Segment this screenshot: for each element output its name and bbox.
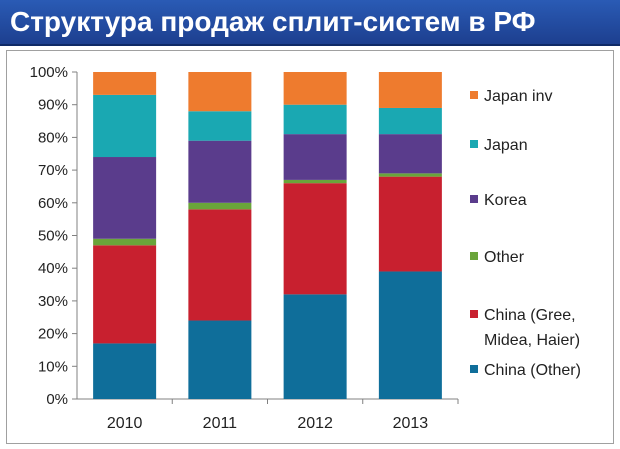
bar-segment-2012-china-gree-midea-haier [283,183,347,295]
y-tick-label: 100% [30,64,68,81]
x-category-label: 2012 [297,415,333,432]
bar-segment-2010-china-gree-midea-haier [93,245,157,344]
legend-swatch-korea [470,195,478,203]
bar-segment-2010-japan [93,94,157,158]
y-tick-label: 40% [38,260,68,277]
bar-segment-2013-japan-inv [378,72,442,108]
bar-segment-2011-korea [188,140,252,203]
y-tick-label: 70% [38,162,68,179]
bar-segment-2011-other [188,202,252,210]
bar-segment-2012-other [283,179,347,184]
bar-segment-2012-china-other [283,294,347,399]
bar-segment-2010-other [93,238,157,246]
y-tick-label: 20% [38,326,68,343]
bar-segment-2010-korea [93,157,157,239]
title-bar: Структура продаж сплит-систем в РФ [0,0,620,46]
bar-segment-2012-korea [283,134,347,180]
bar-segment-2010-japan-inv [93,72,157,95]
legend-label-japan-inv: Japan inv [484,88,553,105]
legend-label-korea: Korea [484,192,527,209]
y-tick-label: 90% [38,97,68,114]
legend-label-japan: Japan [484,137,528,154]
y-tick-label: 80% [38,129,68,146]
legend-label-china-other: China (Other) [484,362,581,379]
y-tick-label: 30% [38,293,68,310]
legend-swatch-china-gree-midea-haier [470,310,478,318]
legend-swatch-other [470,252,478,260]
bar-segment-2011-japan [188,111,252,141]
x-category-label: 2010 [107,415,143,432]
bar-segment-2013-china-other [378,271,442,399]
bar-segment-2012-japan-inv [283,72,347,105]
y-tick-label: 50% [38,228,68,245]
bar-segment-2011-japan-inv [188,72,252,112]
legend-swatch-japan [470,140,478,148]
page-title: Структура продаж сплит-систем в РФ [10,6,536,37]
legend-swatch-china-other [470,365,478,373]
bar-segment-2012-japan [283,104,347,135]
bar-segment-2013-korea [378,134,442,174]
bar-segment-2011-china-other [188,320,252,399]
x-category-label: 2011 [203,415,238,432]
y-tick-label: 10% [38,358,68,375]
legend-label-china-gree-midea-haier: China (Gree, Midea, Haier) [484,307,580,349]
legend-swatch-japan-inv [470,91,478,99]
y-tick-label: 0% [46,391,68,408]
bar-segment-2013-japan [378,107,442,135]
bar-segment-2013-other [378,173,442,177]
bar-segment-2013-china-gree-midea-haier [378,176,442,272]
y-tick-label: 60% [38,195,68,212]
legend-label-other: Other [484,249,525,266]
bar-segment-2011-china-gree-midea-haier [188,209,252,321]
x-category-label: 2013 [393,415,429,432]
bar-segment-2010-china-other [93,343,157,399]
